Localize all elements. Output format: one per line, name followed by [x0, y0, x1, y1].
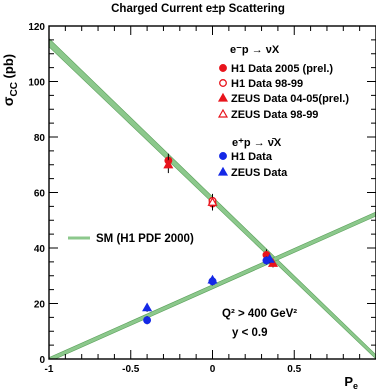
- y-tick-label: 60: [34, 189, 46, 200]
- y-axis-label-subscript: CC: [9, 82, 20, 96]
- legend-label: ZEUS Data: [231, 167, 288, 179]
- y-axis-label: σCC (pb): [0, 54, 20, 106]
- legend-label: H1 Data: [231, 151, 273, 163]
- legend-label: ZEUS Data 04-05(prel.): [231, 93, 349, 105]
- y-axis-label-unit: (pb): [1, 54, 16, 82]
- legend-label: ZEUS Data 98-99: [231, 109, 318, 121]
- y-tick-label: 20: [34, 300, 46, 311]
- legend-entry: H1 Data 2005 (prel.): [219, 63, 333, 75]
- y-tick-label: 40: [34, 244, 46, 255]
- legend-entry: ZEUS Data: [217, 166, 288, 179]
- legend-marker: [217, 92, 229, 102]
- data-point: [207, 197, 218, 206]
- data-point: [267, 258, 279, 267]
- x-axis-label-symbol: P: [344, 374, 353, 389]
- legend-label: H1 Data 2005 (prel.): [231, 63, 333, 75]
- y-tick-label: 120: [28, 22, 45, 33]
- legend-label: H1 Data 98-99: [231, 78, 303, 90]
- x-tick-label: -0.5: [122, 364, 140, 375]
- legend-entry: H1 Data: [219, 151, 273, 163]
- legend-marker: [219, 79, 227, 87]
- legend-sm-label: SM (H1 PDF 2000): [96, 233, 194, 245]
- y-axis-label-symbol: σ: [0, 96, 16, 106]
- legend-entry: H1 Data 98-99: [219, 78, 303, 90]
- legend-entry: ZEUS Data 98-99: [217, 108, 318, 121]
- legend-marker: [219, 152, 227, 160]
- series-5: [142, 253, 275, 312]
- data-points: [142, 153, 279, 325]
- legend-header-eplus: e⁺p → ν̄X: [232, 137, 282, 149]
- data-point: [142, 302, 153, 312]
- legend-items: H1 Data 2005 (prel.) H1 Data 98-99 ZEUS Da…: [217, 63, 349, 179]
- legend-header-eminus: e⁻p → νX: [230, 44, 280, 56]
- legend-marker: [219, 64, 227, 72]
- series-2: [163, 156, 279, 268]
- y-ticks: 0 20 40 60 80 100 120: [28, 22, 376, 366]
- y-tick-label: 80: [34, 133, 46, 144]
- data-point: [163, 159, 174, 169]
- data-point: [264, 253, 275, 263]
- legend-marker: [217, 166, 229, 176]
- data-point: [143, 316, 152, 325]
- annotation-q2: Q² > 400 GeV²: [222, 308, 297, 320]
- x-tick-label: 0: [210, 364, 216, 375]
- data-point: [207, 274, 218, 284]
- annotation-y: y < 0.9: [232, 327, 268, 339]
- legend: e⁻p → νX e⁺p → ν̄X H1 Data 2005 (prel.)H…: [68, 44, 349, 245]
- series-3: [207, 195, 218, 210]
- x-ticks: -1 -0.5 0 0.5: [45, 26, 376, 375]
- legend-entry: ZEUS Data 04-05(prel.): [217, 92, 349, 105]
- x-tick-label: -1: [45, 364, 54, 375]
- x-axis-label: Pe: [344, 374, 358, 391]
- x-axis-label-subscript: e: [353, 381, 358, 391]
- y-tick-label: 100: [28, 78, 45, 89]
- chart-title: Charged Current e±p Scattering: [111, 3, 285, 15]
- y-tick-label: 0: [39, 355, 45, 366]
- x-tick-label: 0.5: [287, 364, 301, 375]
- legend-marker: [217, 108, 229, 118]
- axes: -1 -0.5 0 0.5 0 20 40 60 80 100 120: [28, 22, 376, 375]
